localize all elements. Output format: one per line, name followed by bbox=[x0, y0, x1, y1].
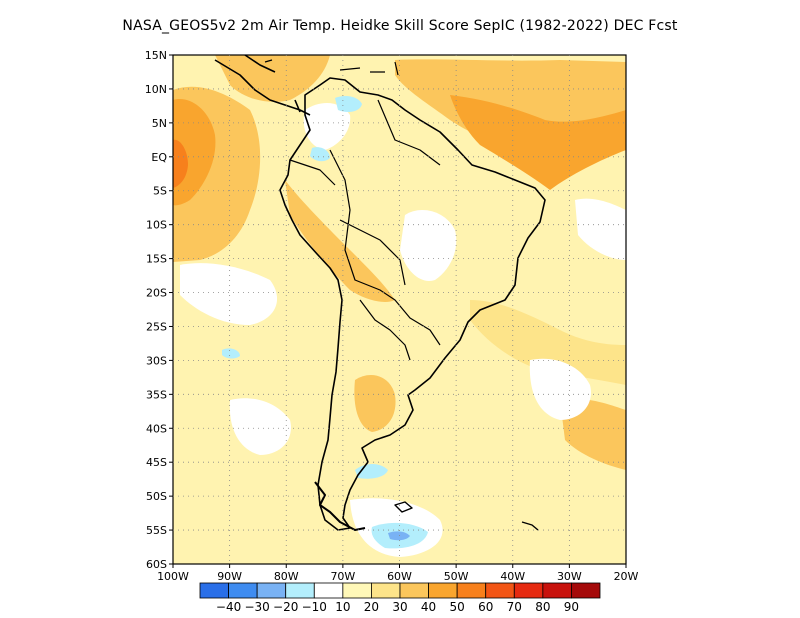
border-countries bbox=[289, 99, 441, 361]
lat-tick-label: 40S bbox=[146, 422, 167, 435]
lat-tick-label: 10S bbox=[146, 219, 167, 232]
lon-tick-label: 50W bbox=[444, 570, 469, 583]
shading-layer bbox=[173, 55, 626, 564]
lat-tick-label: 30S bbox=[146, 354, 167, 367]
colorbar-swatch bbox=[285, 582, 315, 599]
colorbar-swatch bbox=[313, 582, 344, 599]
negative-patch-pacific bbox=[222, 348, 240, 359]
coastline-caribbean-isles bbox=[264, 59, 399, 76]
colorbar-label: −20 bbox=[273, 600, 298, 614]
skill-patch-central-america bbox=[215, 55, 330, 102]
noskill-patch-atlantic-mid bbox=[575, 198, 626, 260]
noskill-patch-se-pacific bbox=[180, 263, 278, 325]
gridlines bbox=[173, 55, 626, 564]
lon-tick-label: 90W bbox=[217, 570, 242, 583]
coastlines bbox=[214, 54, 546, 531]
lat-tick-label: 5N bbox=[152, 117, 167, 130]
noskill-patch-brazil-central bbox=[400, 210, 457, 281]
skill-patch-south-atlantic bbox=[560, 398, 626, 470]
skill-patch-atlantic-equatorial bbox=[450, 95, 626, 190]
lat-tick-label: EQ bbox=[151, 151, 167, 164]
colorbar-swatch bbox=[428, 582, 458, 599]
colorbar-label: 10 bbox=[335, 600, 350, 614]
noskill-patch-south-atlantic bbox=[529, 358, 591, 420]
longitude-axis: 100W 90W 80W 70W 60W 50W 40W 30W 20W bbox=[157, 564, 639, 583]
lat-tick-label: 15N bbox=[145, 49, 167, 62]
lat-tick-label: 50S bbox=[146, 490, 167, 503]
colorbar-label: −10 bbox=[302, 600, 327, 614]
noskill-patch-venezuela bbox=[303, 103, 351, 150]
colorbar-swatch bbox=[456, 582, 487, 599]
tierra-del-fuego bbox=[314, 481, 366, 531]
colorbar-label: 60 bbox=[478, 600, 493, 614]
lon-tick-label: 100W bbox=[157, 570, 189, 583]
colorbar-label: 40 bbox=[421, 600, 436, 614]
falkland-islands bbox=[394, 501, 413, 513]
colorbar-swatch bbox=[571, 582, 601, 599]
lat-tick-label: 55S bbox=[146, 524, 167, 537]
colorbar-swatch bbox=[542, 582, 572, 599]
lon-tick-label: 70W bbox=[330, 570, 355, 583]
colorbar-swatch bbox=[228, 582, 258, 599]
colorbar-swatch bbox=[399, 582, 429, 599]
skill-patch-pacific-hot bbox=[173, 139, 188, 188]
colorbar-swatch bbox=[256, 582, 287, 599]
lon-tick-label: 30W bbox=[557, 570, 582, 583]
colorbar-swatch bbox=[485, 582, 515, 599]
coastline-south-america bbox=[279, 77, 546, 531]
coastline-central-america bbox=[214, 54, 311, 116]
colorbar-swatch bbox=[513, 582, 544, 599]
colorbar-label: −30 bbox=[244, 600, 269, 614]
latitude-axis: 15N 10N 5N EQ 5S 10S 15S 20S 25S 30S 35S 40S 45S 50S 5… bbox=[145, 49, 173, 571]
lat-tick-label: 20S bbox=[146, 287, 167, 300]
negative-patch-drake-core bbox=[388, 531, 410, 541]
skill-patch-brazil-south bbox=[470, 300, 626, 385]
chart-title: NASA_GEOS5v2 2m Air Temp. Heidke Skill S… bbox=[122, 18, 678, 34]
negative-patch-colombia bbox=[310, 147, 330, 162]
south-georgia bbox=[521, 521, 539, 531]
colorbar-label: 30 bbox=[392, 600, 407, 614]
colorbar-label: 80 bbox=[535, 600, 550, 614]
lat-tick-label: 60S bbox=[146, 558, 167, 571]
lat-tick-label: 5S bbox=[153, 185, 167, 198]
colorbar-label: −40 bbox=[216, 600, 241, 614]
colorbar-swatch bbox=[371, 582, 401, 599]
colorbar-label: 50 bbox=[450, 600, 465, 614]
lat-tick-label: 35S bbox=[146, 388, 167, 401]
skill-patch-andes bbox=[285, 180, 395, 302]
noskill-patch-east-pacific bbox=[229, 398, 291, 455]
colorbar-swatch bbox=[199, 582, 229, 599]
lon-tick-label: 60W bbox=[387, 570, 412, 583]
lat-tick-label: 10N bbox=[145, 83, 167, 96]
lat-tick-label: 15S bbox=[146, 253, 167, 266]
colorbar-label: 90 bbox=[564, 600, 579, 614]
colorbar-label: 70 bbox=[507, 600, 522, 614]
lat-tick-label: 45S bbox=[146, 456, 167, 469]
lon-tick-label: 20W bbox=[614, 570, 639, 583]
negative-patch-venezuela bbox=[335, 96, 362, 112]
lon-tick-label: 80W bbox=[274, 570, 299, 583]
skill-patch-argentina bbox=[354, 375, 396, 432]
lat-tick-label: 25S bbox=[146, 320, 167, 333]
colorbar-label: 20 bbox=[364, 600, 379, 614]
lon-tick-label: 40W bbox=[500, 570, 525, 583]
colorbar-swatch bbox=[342, 582, 372, 599]
colorbar: −40 −30 −20 −10 10 20 30 40 50 60 70 80 90 bbox=[199, 582, 601, 614]
